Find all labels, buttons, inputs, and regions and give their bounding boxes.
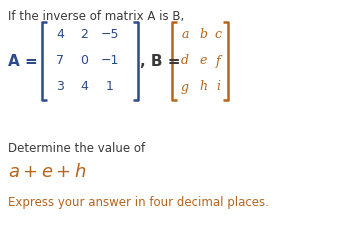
Text: A =: A = — [8, 54, 38, 68]
Text: 4: 4 — [80, 81, 88, 94]
Text: −1: −1 — [101, 54, 119, 68]
Text: c: c — [214, 29, 221, 41]
Text: 0: 0 — [80, 54, 88, 68]
Text: g: g — [181, 81, 189, 94]
Text: , B =: , B = — [140, 54, 180, 68]
Text: 2: 2 — [80, 29, 88, 41]
Text: a: a — [181, 29, 189, 41]
Text: b: b — [199, 29, 207, 41]
Text: d: d — [181, 54, 189, 68]
Text: If the inverse of matrix A is B,: If the inverse of matrix A is B, — [8, 10, 184, 23]
Text: i: i — [216, 81, 220, 94]
Text: 7: 7 — [56, 54, 64, 68]
Text: $a+e+h$: $a+e+h$ — [8, 163, 86, 181]
Text: 4: 4 — [56, 29, 64, 41]
Text: Determine the value of: Determine the value of — [8, 142, 145, 155]
Text: Express your answer in four decimal places.: Express your answer in four decimal plac… — [8, 196, 269, 209]
Text: −5: −5 — [101, 29, 119, 41]
Text: 1: 1 — [106, 81, 114, 94]
Text: h: h — [199, 81, 207, 94]
Text: 3: 3 — [56, 81, 64, 94]
Text: f: f — [216, 54, 220, 68]
Text: e: e — [199, 54, 207, 68]
